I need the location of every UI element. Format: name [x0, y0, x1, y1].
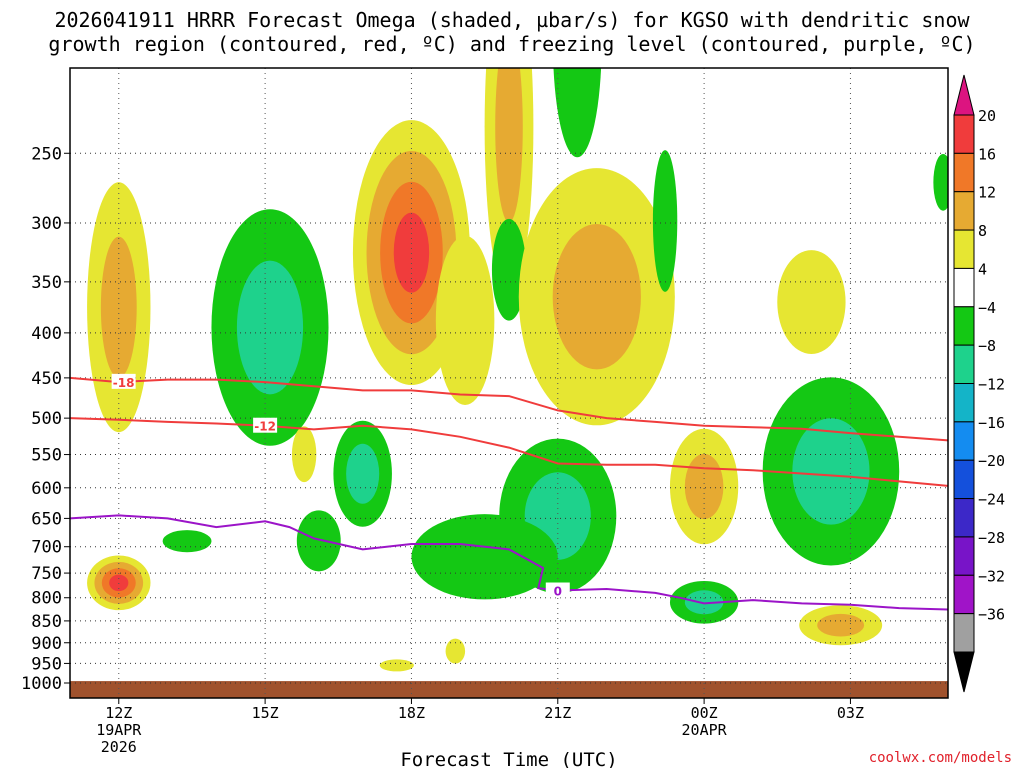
omega-region-2-level-1: [236, 260, 304, 395]
omega-region-18-level-1: [684, 453, 724, 520]
colorbar-box-13: [953, 613, 975, 653]
y-tick-label-750: 750: [31, 564, 62, 584]
plot-frame: [69, 67, 949, 699]
colorbar-label-5: −4: [978, 299, 996, 317]
contour-label-2: 0: [554, 585, 562, 599]
x-tick-label-21Z: 21Z: [544, 704, 571, 722]
colorbar-label-0: 20: [978, 107, 996, 125]
omega-region-21-level-1: [817, 613, 865, 637]
omega-region-4-level-0: [207, 0, 227, 3]
y-tick-label-350: 350: [31, 273, 62, 293]
colorbar-label-2: 12: [978, 184, 996, 202]
colorbar-box-6: [953, 344, 975, 384]
contour-label-1: -12: [254, 420, 276, 434]
y-tick-label-500: 500: [31, 409, 62, 429]
omega-region-11-level-0: [435, 235, 495, 406]
chart-title-line1: 2026041911 HRRR Forecast Omega (shaded, …: [54, 8, 970, 32]
omega-region-12-level-0: [777, 250, 846, 354]
colorbar-box-3: [953, 229, 975, 269]
colorbar-box-11: [953, 536, 975, 576]
y-tick-label-400: 400: [31, 324, 62, 344]
omega-region-3-level-0: [162, 530, 212, 553]
omega-region-5-level-3: [393, 212, 430, 293]
omega-region-10-level-0: [652, 150, 678, 292]
omega-region-14-level-0: [411, 514, 558, 600]
x-date-label-00Z: 20APR: [682, 721, 728, 739]
colorbar-label-13: −36: [978, 606, 1005, 624]
chart-title-line2: growth region (contoured, red, ºC) and f…: [48, 32, 976, 56]
y-tick-label-1000: 1000: [21, 674, 62, 694]
colorbar-label-4: 4: [978, 260, 987, 278]
contour-line-1: [70, 417, 948, 487]
credit-text: coolwx.com/models: [868, 750, 1012, 766]
colorbar-label-12: −32: [978, 567, 1005, 585]
omega-region-15-level-1: [346, 443, 380, 504]
colorbar-box-8: [953, 421, 975, 461]
omega-region-22-level-0: [445, 638, 466, 664]
colorbar-label-7: −12: [978, 376, 1005, 394]
colorbar-label-9: −20: [978, 452, 1005, 470]
x-tick-label-18Z: 18Z: [398, 704, 425, 722]
colorbar-label-3: 8: [978, 222, 987, 240]
omega-region-20-level-1: [684, 590, 724, 615]
x-axis-title: Forecast Time (UTC): [400, 749, 617, 768]
omega-region-1-level-3: [109, 574, 129, 592]
ground-surface: [70, 681, 948, 698]
colorbar-box-10: [953, 498, 975, 538]
omega-region-17-level-0: [291, 426, 317, 483]
colorbar-bottom-arrow: [953, 651, 975, 693]
y-tick-label-900: 900: [31, 634, 62, 654]
y-tick-label-250: 250: [31, 144, 62, 164]
colorbar-label-6: −8: [978, 337, 996, 355]
colorbar-label-1: 16: [978, 145, 996, 163]
contour-label-bg-1: [253, 417, 278, 433]
x-tick-label-12Z: 12Z: [105, 704, 132, 722]
colorbar-box-1: [953, 152, 975, 193]
omega-region-9-level-1: [552, 224, 641, 370]
omega-region-6-level-1: [495, 68, 523, 223]
colorbar-box-0: [953, 114, 975, 154]
contour-label-0: -18: [113, 376, 135, 390]
y-tick-label-950: 950: [31, 654, 62, 674]
x-year-label-12Z: 2026: [101, 738, 137, 756]
omega-region-23-level-0: [379, 659, 414, 672]
y-tick-label-600: 600: [31, 479, 62, 499]
y-tick-label-800: 800: [31, 589, 62, 609]
colorbar-label-10: −24: [978, 491, 1005, 509]
colorbar-box-2: [953, 191, 975, 231]
colorbar-label-8: −16: [978, 414, 1005, 432]
contour-label-bg-0: [111, 373, 136, 389]
omega-region-8-level-0: [491, 218, 527, 321]
colorbar-box-12: [953, 574, 975, 615]
contour-label-bg-2: [545, 582, 570, 598]
x-tick-label-15Z: 15Z: [252, 704, 279, 722]
contour-line-0: [70, 376, 948, 442]
colorbar-box-5: [953, 306, 975, 346]
y-tick-label-550: 550: [31, 446, 62, 466]
omega-region-16-level-0: [296, 510, 341, 572]
y-tick-label-650: 650: [31, 509, 62, 529]
x-date-label-12Z: 19APR: [96, 721, 142, 739]
omega-region-24-level-0: [933, 154, 948, 211]
contour-line-2: [70, 514, 948, 611]
colorbar-label-11: −28: [978, 529, 1005, 547]
omega-region-0-level-1: [100, 236, 137, 378]
x-tick-label-00Z: 00Z: [691, 704, 718, 722]
y-tick-label-700: 700: [31, 538, 62, 558]
y-tick-label-850: 850: [31, 612, 62, 632]
colorbar-box-7: [953, 383, 975, 423]
colorbar-box-9: [953, 459, 975, 500]
y-tick-label-450: 450: [31, 369, 62, 389]
colorbar-box-4: [953, 267, 975, 308]
x-tick-label-03Z: 03Z: [837, 704, 864, 722]
colorbar-top-arrow: [953, 74, 975, 116]
omega-region-7-level-0: [553, 68, 602, 158]
y-tick-label-300: 300: [31, 214, 62, 234]
